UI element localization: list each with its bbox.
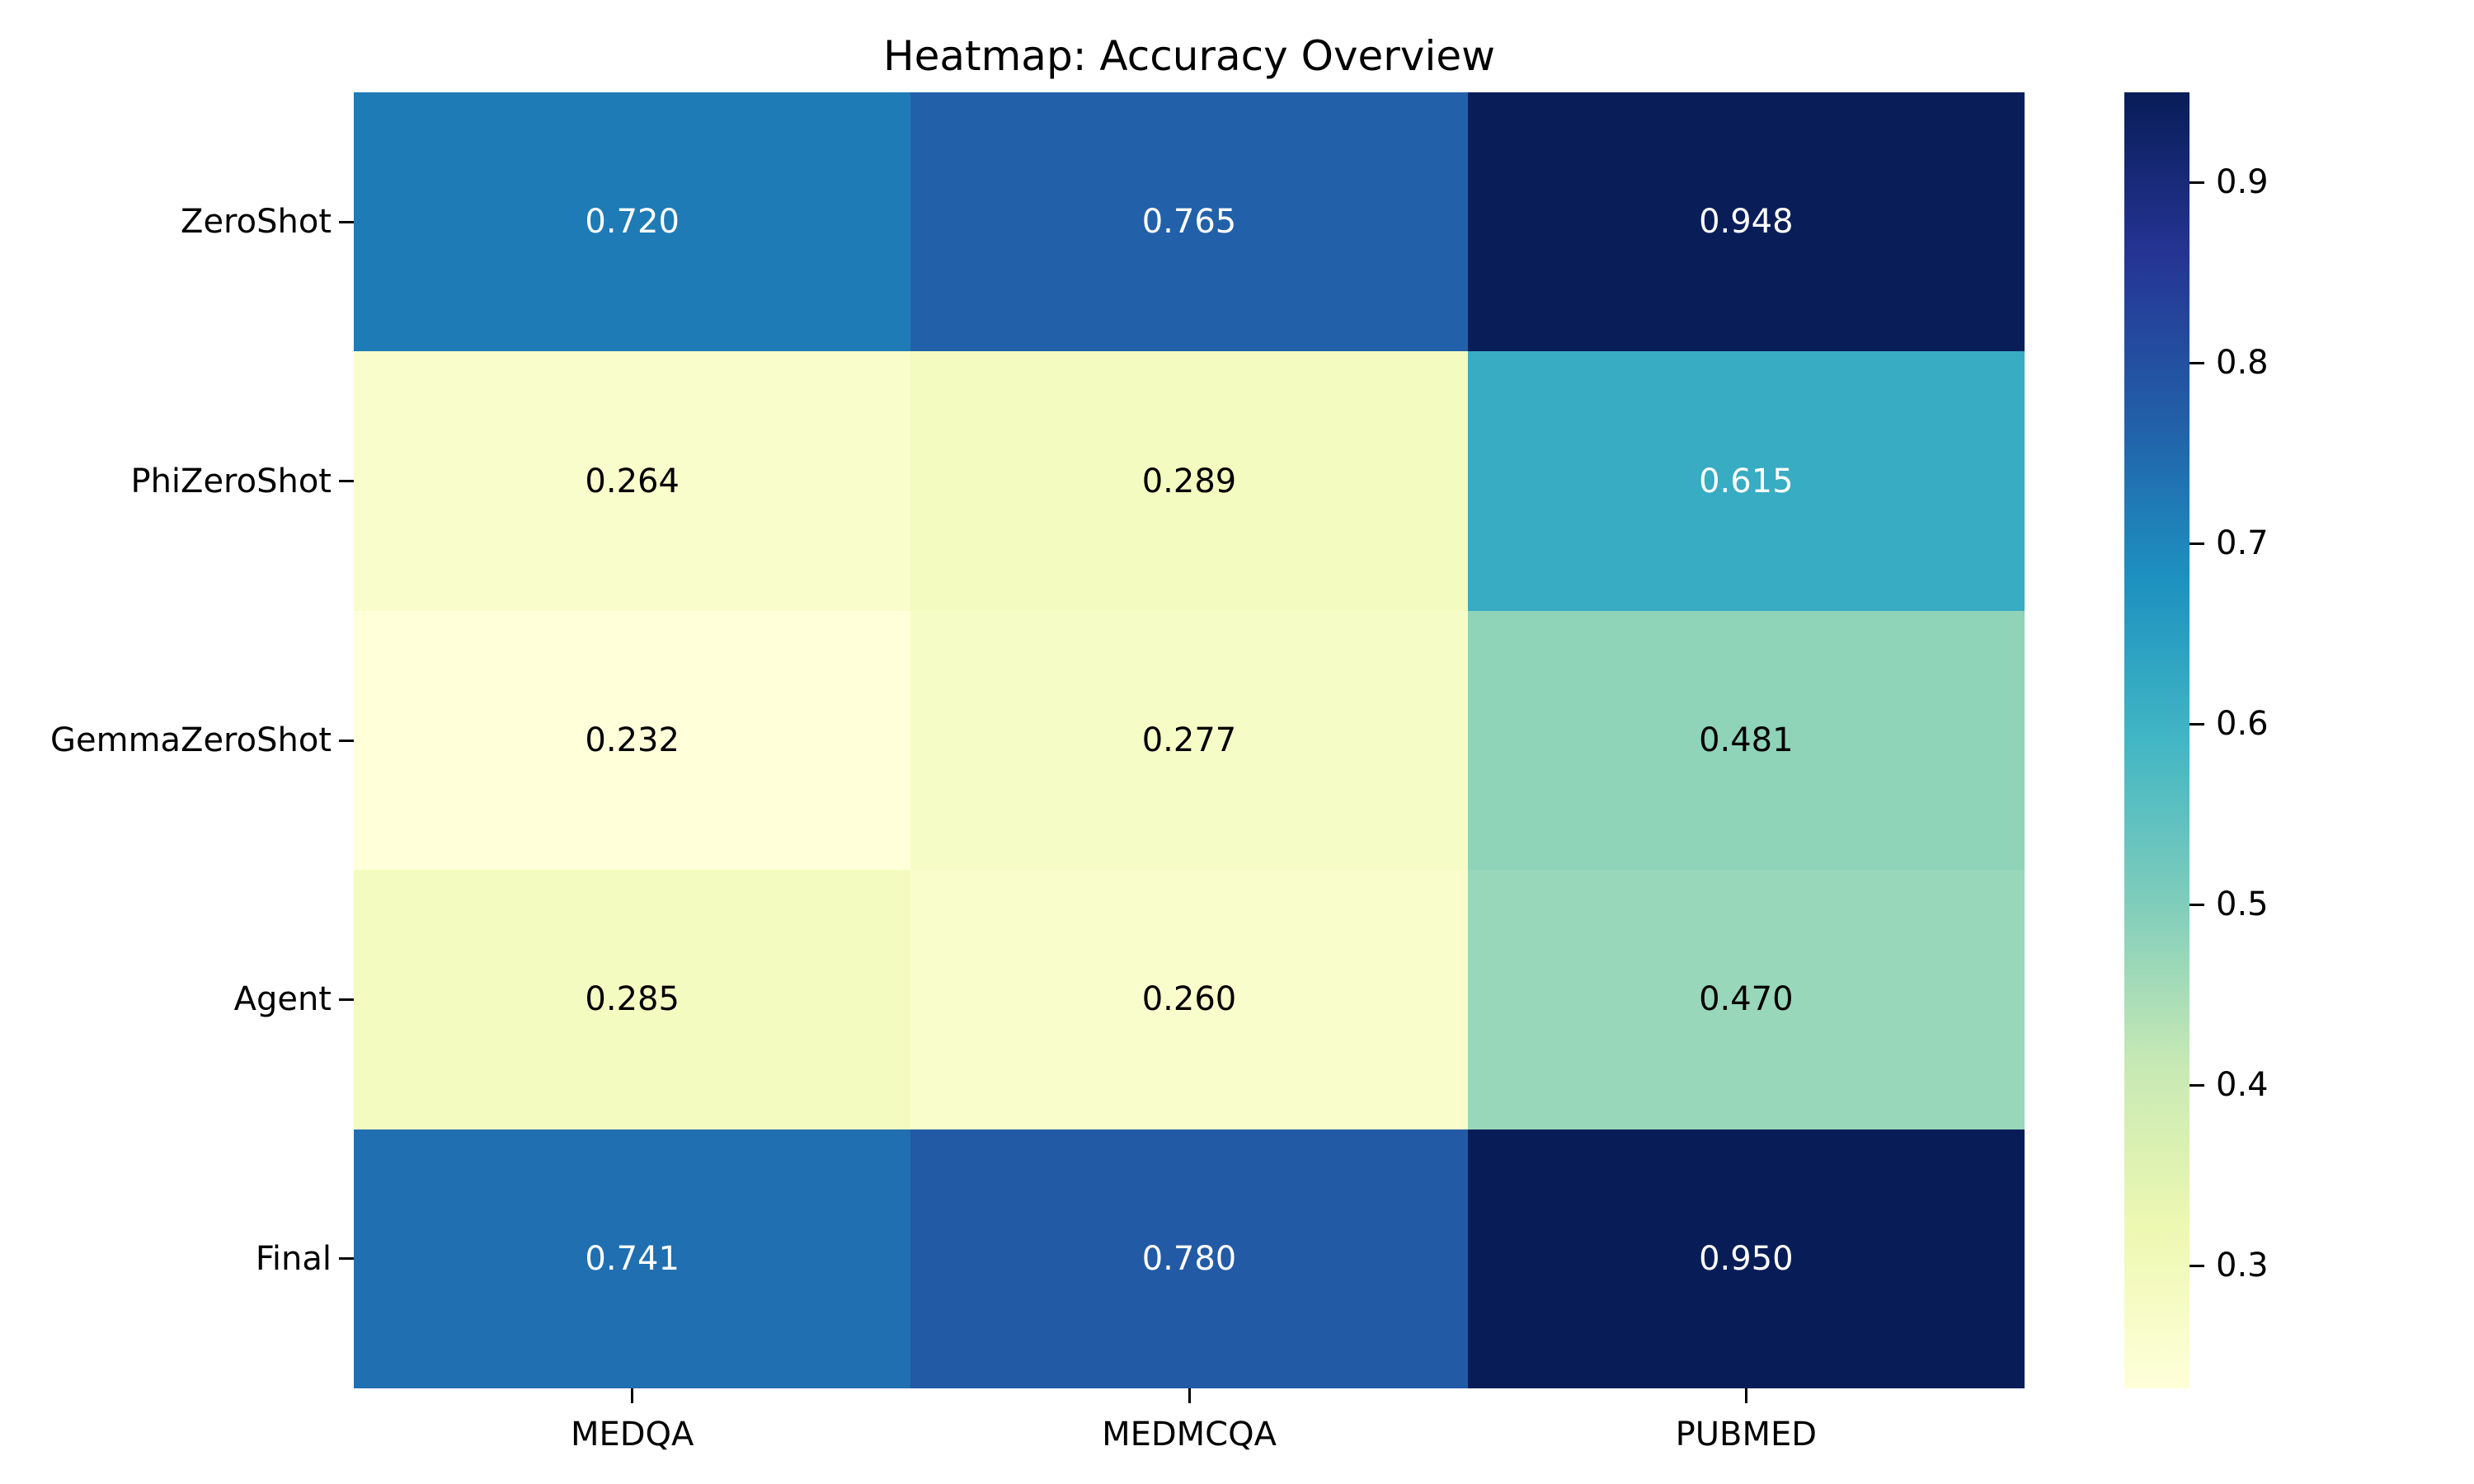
colorbar-tick-mark xyxy=(2189,903,2204,906)
x-tick-mark xyxy=(631,1388,634,1403)
colorbar-tick-mark xyxy=(2189,1083,2204,1087)
cell-value: 0.264 xyxy=(585,462,680,500)
cell-value: 0.720 xyxy=(585,203,680,242)
heatmap-cell: 0.481 xyxy=(1467,610,2025,871)
cell-value: 0.260 xyxy=(1141,980,1237,1019)
colorbar-tick-label: 0.8 xyxy=(2216,344,2269,383)
colorbar-gradient xyxy=(2124,92,2189,1388)
heatmap-cell: 0.615 xyxy=(1467,351,2025,611)
heatmap-cell: 0.277 xyxy=(910,610,1468,871)
heatmap-cell: 0.950 xyxy=(1467,1129,2025,1388)
heatmap-cell: 0.720 xyxy=(354,92,911,352)
cell-value: 0.277 xyxy=(1141,721,1237,759)
chart-title: Heatmap: Accuracy Overview xyxy=(883,32,1495,80)
y-tick-label: Agent xyxy=(233,980,332,1019)
y-tick-label: ZeroShot xyxy=(181,203,332,242)
colorbar-tick-label: 0.4 xyxy=(2216,1066,2269,1105)
colorbar-tick-label: 0.7 xyxy=(2216,524,2269,563)
y-tick-mark xyxy=(339,739,354,742)
x-tick-mark xyxy=(1188,1388,1191,1403)
heatmap-cell: 0.765 xyxy=(910,92,1468,352)
colorbar-tick-label: 0.9 xyxy=(2216,163,2269,202)
y-tick-mark xyxy=(339,1257,354,1261)
y-tick-label: GemmaZeroShot xyxy=(50,721,332,759)
y-tick-mark xyxy=(339,998,354,1001)
heatmap-cell: 0.289 xyxy=(910,351,1468,611)
x-tick-mark xyxy=(1744,1388,1747,1403)
colorbar-tick-mark xyxy=(2189,542,2204,545)
colorbar-tick-mark xyxy=(2189,1264,2204,1267)
x-tick-label: MEDQA xyxy=(570,1416,694,1453)
cell-value: 0.481 xyxy=(1699,721,1794,759)
cell-value: 0.289 xyxy=(1141,462,1237,500)
cell-value: 0.285 xyxy=(585,980,680,1019)
y-tick-label: Final xyxy=(255,1239,332,1278)
colorbar-tick-mark xyxy=(2189,181,2204,184)
colorbar-tick-mark xyxy=(2189,722,2204,726)
x-tick-label: PUBMED xyxy=(1675,1416,1818,1453)
x-tick-label: MEDMCQA xyxy=(1102,1416,1277,1453)
heatmap-grid: 0.720 0.765 0.948 0.264 0.289 0.615 0.232 0.277… xyxy=(354,92,2025,1388)
heatmap-cell: 0.264 xyxy=(354,351,911,611)
cell-value: 0.232 xyxy=(585,721,680,759)
cell-value: 0.780 xyxy=(1141,1239,1237,1278)
cell-value: 0.948 xyxy=(1699,203,1794,242)
colorbar-tick-label: 0.3 xyxy=(2216,1247,2269,1285)
y-tick-mark xyxy=(339,220,354,223)
cell-value: 0.470 xyxy=(1699,980,1794,1019)
heatmap-cell: 0.285 xyxy=(354,870,911,1129)
heatmap-cell: 0.260 xyxy=(910,870,1468,1129)
y-tick-label: PhiZeroShot xyxy=(130,462,332,500)
cell-value: 0.950 xyxy=(1699,1239,1794,1278)
colorbar-tick-label: 0.6 xyxy=(2216,705,2269,744)
cell-value: 0.741 xyxy=(585,1239,680,1278)
cell-value: 0.615 xyxy=(1699,462,1794,500)
colorbar-tick-label: 0.5 xyxy=(2216,885,2269,924)
heatmap-cell: 0.780 xyxy=(910,1129,1468,1388)
cell-value: 0.765 xyxy=(1141,203,1237,242)
heatmap-cell: 0.741 xyxy=(354,1129,911,1388)
y-tick-mark xyxy=(339,480,354,483)
heatmap-cell: 0.232 xyxy=(354,610,911,871)
heatmap-cell: 0.948 xyxy=(1467,92,2025,352)
colorbar-tick-mark xyxy=(2189,361,2204,364)
heatmap-cell: 0.470 xyxy=(1467,870,2025,1129)
